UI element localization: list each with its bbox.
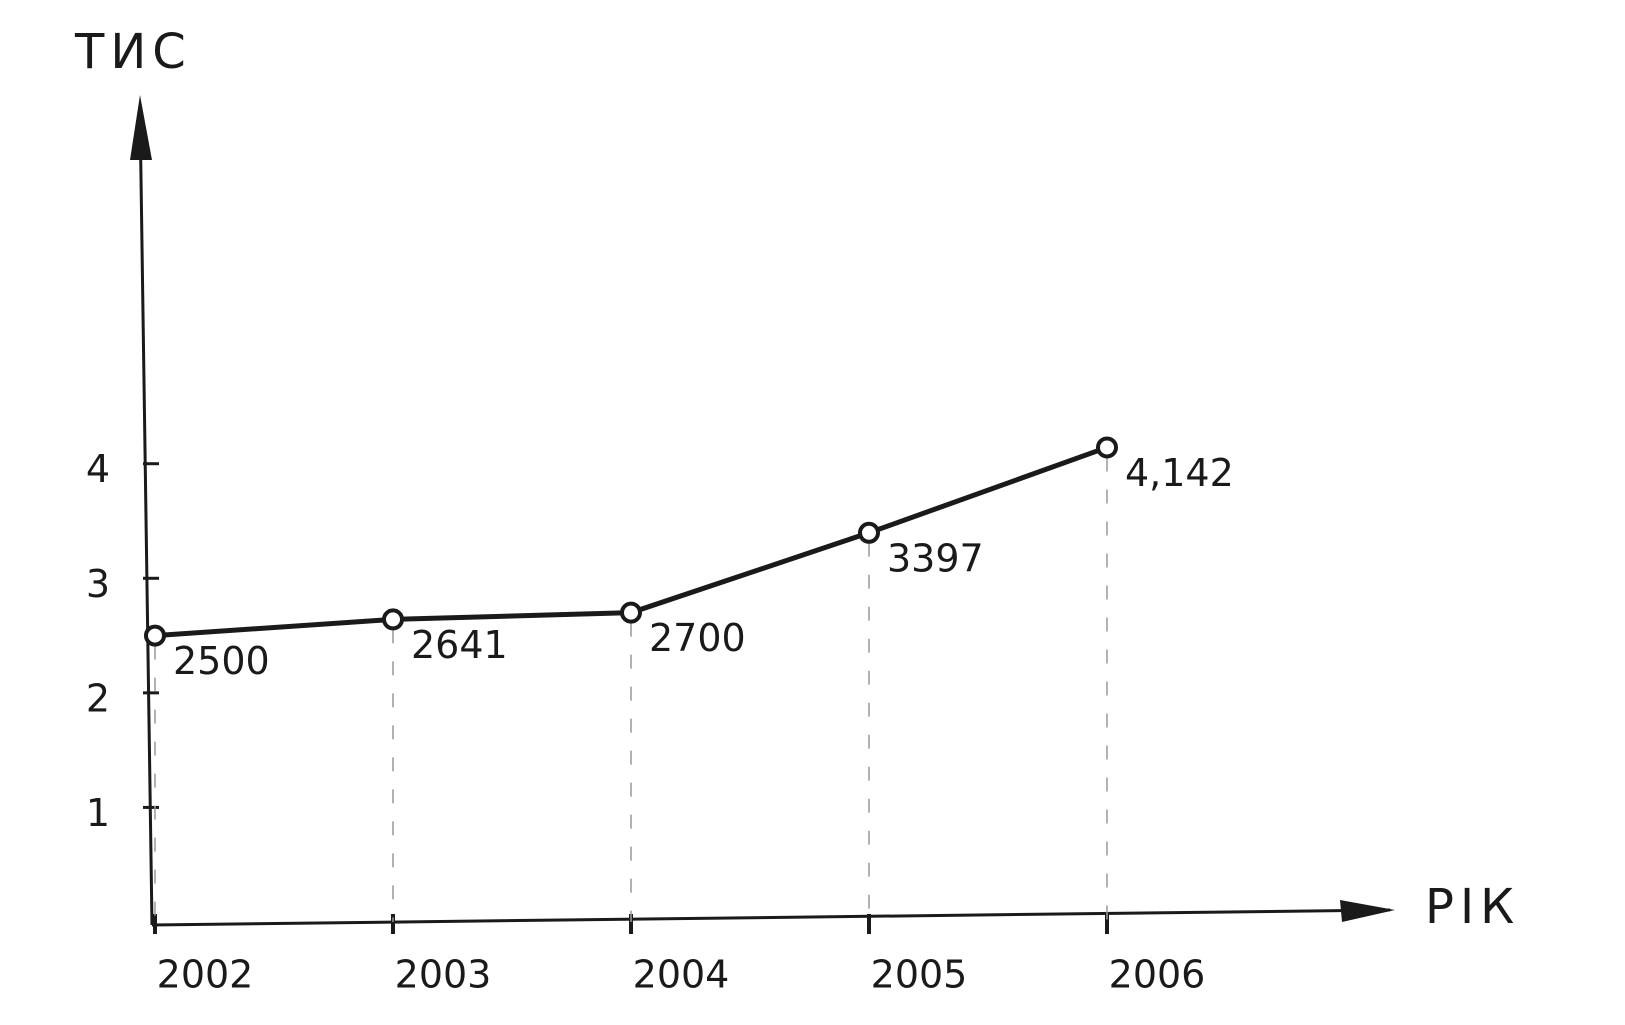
y-axis-label: ТИС	[74, 24, 192, 80]
y-axis-arrow	[130, 95, 152, 160]
x-tick-label: 2005	[871, 953, 968, 997]
y-axis	[138, 109, 154, 926]
y-tick-label: 2	[86, 676, 110, 720]
point	[144, 624, 166, 647]
point	[382, 608, 404, 631]
x-tick-label: 2006	[1109, 953, 1206, 997]
x-axis-arrow	[1340, 900, 1395, 922]
x-axis	[151, 908, 1391, 927]
value-label: 2500	[173, 639, 270, 683]
y-tick-label: 4	[86, 447, 110, 491]
value-label: 3397	[887, 536, 984, 580]
y-tick-label: 3	[86, 562, 110, 606]
x-axis-label: РІК	[1425, 879, 1520, 935]
value-label: 2641	[411, 623, 508, 667]
value-label: 4,142	[1125, 451, 1234, 495]
y-tick-label: 1	[86, 791, 110, 835]
point	[858, 521, 880, 544]
x-tick-label: 2003	[395, 953, 492, 997]
x-tick-label: 2002	[157, 953, 254, 997]
point	[1096, 436, 1118, 459]
value-label: 2700	[649, 616, 746, 660]
point	[620, 601, 642, 624]
x-tick-label: 2004	[633, 953, 730, 997]
